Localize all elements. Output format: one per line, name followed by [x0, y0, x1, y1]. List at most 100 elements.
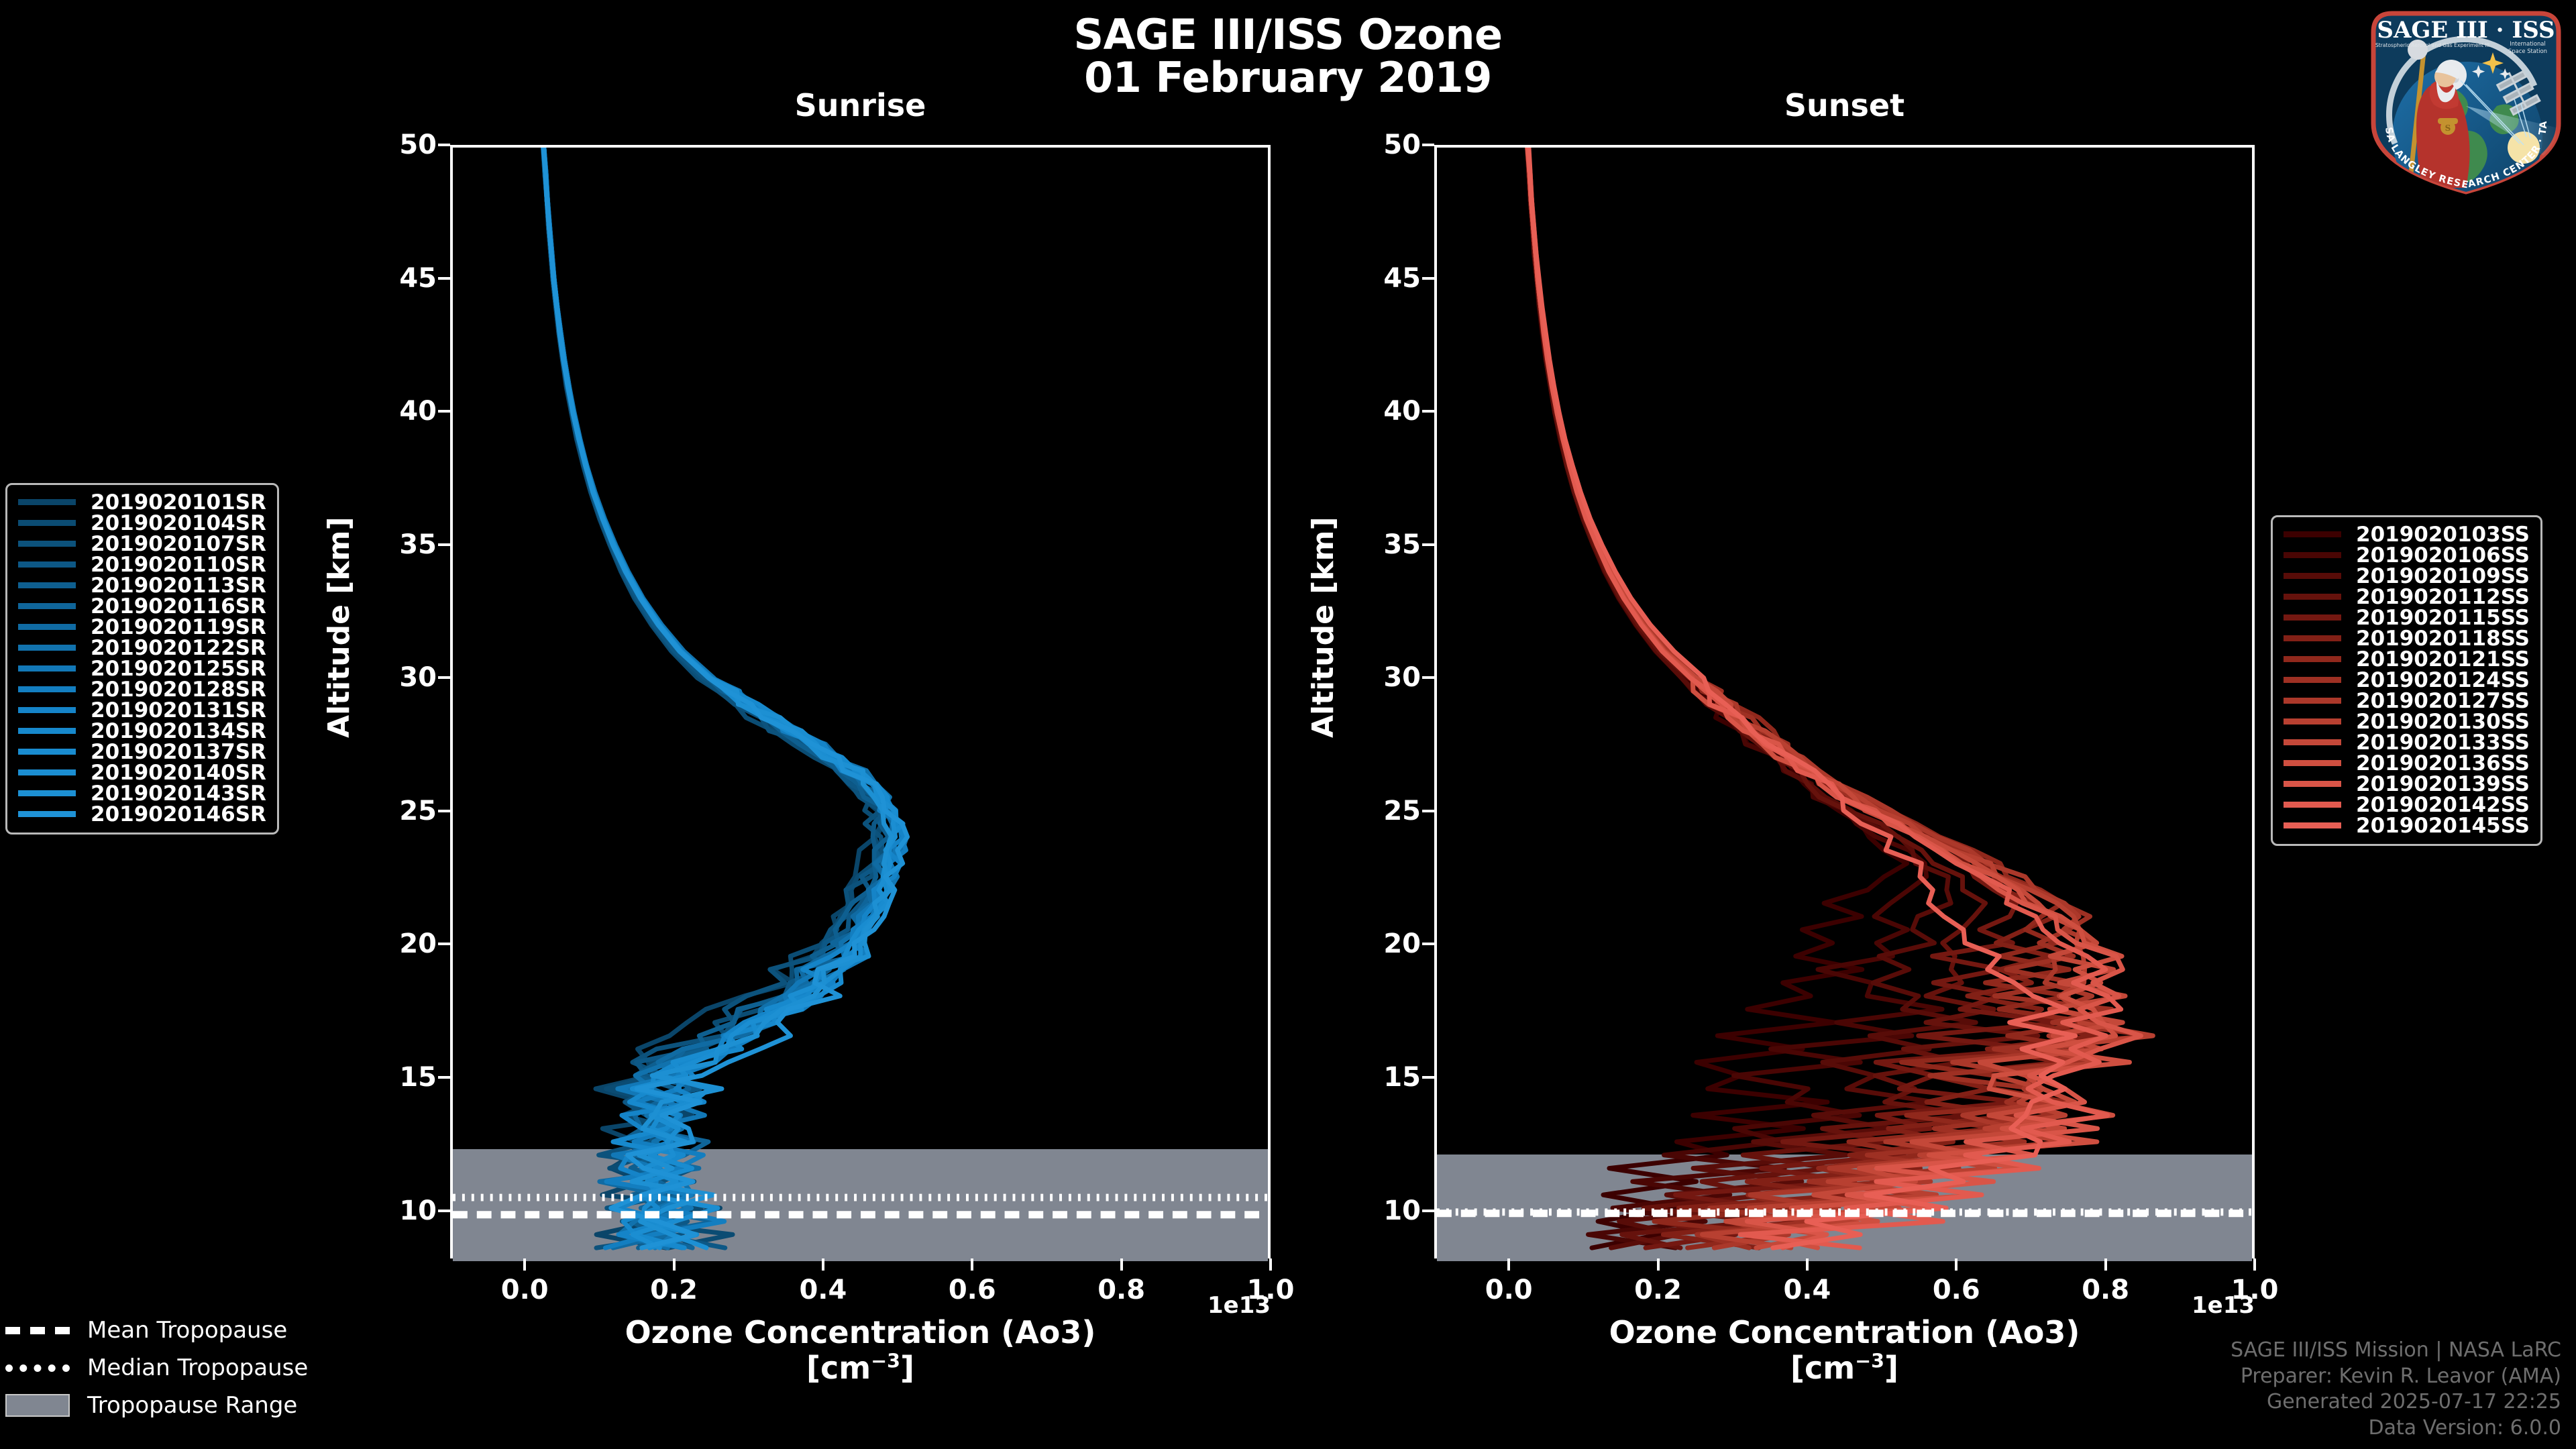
legend-sunset-item[interactable]: 2019020112SS: [2284, 585, 2530, 609]
legend-color-swatch: [18, 603, 76, 609]
y-tick-mark: [1422, 809, 1434, 812]
legend-sunrise-item[interactable]: 2019020113SR: [18, 574, 266, 598]
legend-item-label: 2019020146SR: [91, 802, 266, 826]
title-line-2: 01 February 2019: [1084, 52, 1492, 102]
dashed-line-swatch: [5, 1326, 70, 1334]
x-tick-label: 0.2: [1634, 1275, 1682, 1305]
legend-sunset-item[interactable]: 2019020142SS: [2284, 792, 2530, 817]
y-tick-mark: [438, 943, 450, 946]
legend-tropopause[interactable]: Mean Tropopause Median Tropopause Tropopau…: [5, 1311, 308, 1424]
x-tick-mark: [1955, 1258, 1958, 1271]
y-tick-mark: [438, 276, 450, 280]
x-tick-label: 1.0: [1246, 1275, 1295, 1305]
legend-sunrise-item[interactable]: 2019020143SR: [18, 781, 266, 806]
plot-area-sunset[interactable]: [1434, 145, 2255, 1261]
x-tick-label: 0.4: [1783, 1275, 1831, 1305]
legend-sunrise-item[interactable]: 2019020131SR: [18, 698, 266, 722]
legend-sunrise-item[interactable]: 2019020116SR: [18, 594, 266, 619]
plot-area-sunrise[interactable]: [450, 145, 1271, 1261]
x-tick-label: 1.0: [2231, 1275, 2279, 1305]
legend-item-label: 2019020106SS: [2356, 543, 2530, 568]
legend-sunrise-item[interactable]: 2019020128SR: [18, 678, 266, 702]
legend-sunrise-item[interactable]: 2019020137SR: [18, 740, 266, 764]
legend-sunrise-item[interactable]: 2019020122SR: [18, 636, 266, 660]
y-tick-label: 30: [399, 662, 437, 694]
y-tick-label: 20: [1383, 928, 1421, 960]
legend-sunrise-item[interactable]: 2019020140SR: [18, 761, 266, 785]
legend-item-label: 2019020145SS: [2356, 813, 2530, 838]
footer-preparer: Preparer: Kevin R. Leavor (AMA): [2240, 1364, 2561, 1388]
y-tick-label: 10: [399, 1195, 437, 1226]
x-tick-mark: [1269, 1258, 1272, 1271]
legend-sunset-item[interactable]: 2019020139SS: [2284, 771, 2530, 796]
legend-item-label: 2019020119SR: [91, 614, 266, 639]
legend-sunset-item[interactable]: 2019020136SS: [2284, 751, 2530, 775]
y-tick-label: 25: [399, 795, 437, 826]
legend-tropopause-item[interactable]: Mean Tropopause: [5, 1311, 308, 1349]
legend-sunrise[interactable]: 2019020101SR 2019020104SR 2019020107SR 2019…: [5, 483, 279, 835]
x-axis-label-sunset: Ozone Concentration (Ao3) [cm−3]: [1434, 1315, 2255, 1386]
legend-sunrise-item[interactable]: 2019020119SR: [18, 614, 266, 639]
legend-color-swatch: [2284, 802, 2341, 808]
profile-line: [541, 148, 899, 1250]
x-tick-label: 0.0: [1485, 1275, 1533, 1305]
legend-sunset-item[interactable]: 2019020130SS: [2284, 710, 2530, 734]
y-tick-label: 40: [1383, 396, 1421, 427]
x-tick-mark: [2104, 1258, 2107, 1271]
x-tick-label: 0.8: [1097, 1275, 1146, 1305]
logo-subtitle-left: Stratospheric Aerosol and Gas Experiment…: [2375, 42, 2489, 48]
legend-sunrise-item[interactable]: 2019020125SR: [18, 656, 266, 681]
y-axis-label-sunset: Altitude [km]: [1306, 517, 1340, 738]
legend-sunset-item[interactable]: 2019020145SS: [2284, 813, 2530, 838]
y-tick-mark: [1422, 676, 1434, 680]
legend-item-label: 2019020115SS: [2356, 605, 2530, 630]
legend-color-swatch: [18, 769, 76, 775]
legend-sunset-item[interactable]: 2019020121SS: [2284, 647, 2530, 672]
legend-item-label: Mean Tropopause: [87, 1317, 288, 1344]
legend-item-label: 2019020143SR: [91, 781, 266, 806]
legend-color-swatch: [2284, 739, 2341, 745]
legend-item-label: 2019020125SR: [91, 656, 266, 681]
logo-subtitle-right-1: International: [2510, 40, 2545, 47]
legend-color-swatch: [2284, 656, 2341, 662]
legend-sunset-item[interactable]: 2019020118SS: [2284, 627, 2530, 651]
legend-sunrise-item[interactable]: 2019020107SR: [18, 532, 266, 556]
legend-sunrise-item[interactable]: 2019020104SR: [18, 511, 266, 535]
subplot-title-sunset: Sunset: [1784, 87, 1905, 123]
legend-color-swatch: [18, 624, 76, 630]
y-tick-mark: [1422, 144, 1434, 146]
legend-sunset-item[interactable]: 2019020115SS: [2284, 605, 2530, 630]
legend-sunset-item[interactable]: 2019020109SS: [2284, 564, 2530, 588]
legend-sunset-item[interactable]: 2019020133SS: [2284, 731, 2530, 755]
legend-sunset-item[interactable]: 2019020127SS: [2284, 689, 2530, 713]
legend-item-label: 2019020104SR: [91, 511, 266, 535]
legend-item-label: 2019020139SS: [2356, 771, 2530, 796]
profile-line: [541, 148, 901, 1250]
legend-item-label: Median Tropopause: [87, 1354, 309, 1381]
legend-sunset-item[interactable]: 2019020103SS: [2284, 523, 2530, 547]
legend-color-swatch: [2284, 635, 2341, 641]
legend-color-swatch: [18, 749, 76, 755]
legend-sunrise-item[interactable]: 2019020101SR: [18, 490, 266, 515]
legend-sunset-item[interactable]: 2019020124SS: [2284, 668, 2530, 692]
y-tick-mark: [1422, 276, 1434, 280]
legend-sunrise-item[interactable]: 2019020110SR: [18, 552, 266, 577]
legend-color-swatch: [18, 520, 76, 526]
legend-sunset[interactable]: 2019020103SS 2019020106SS 2019020109SS 2019…: [2271, 515, 2542, 846]
x-tick-mark: [1507, 1258, 1511, 1271]
legend-color-swatch: [2284, 698, 2341, 704]
legend-sunrise-item[interactable]: 2019020134SR: [18, 719, 266, 743]
legend-sunrise-item[interactable]: 2019020146SR: [18, 802, 266, 826]
x-tick-label: 0.4: [799, 1275, 847, 1305]
title-line-1: SAGE III/ISS Ozone: [1073, 10, 1503, 59]
legend-color-swatch: [2284, 531, 2341, 537]
legend-sunset-item[interactable]: 2019020106SS: [2284, 543, 2530, 568]
legend-item-label: 2019020142SS: [2356, 792, 2530, 817]
legend-item-label: 2019020110SR: [91, 552, 266, 577]
legend-tropopause-item[interactable]: Tropopause Range: [5, 1387, 308, 1424]
legend-item-label: 2019020121SS: [2356, 647, 2530, 672]
y-tick-label: 30: [1383, 662, 1421, 694]
legend-color-swatch: [2284, 552, 2341, 558]
legend-tropopause-item[interactable]: Median Tropopause: [5, 1349, 308, 1387]
y-axis-label-sunrise: Altitude [km]: [322, 517, 356, 738]
